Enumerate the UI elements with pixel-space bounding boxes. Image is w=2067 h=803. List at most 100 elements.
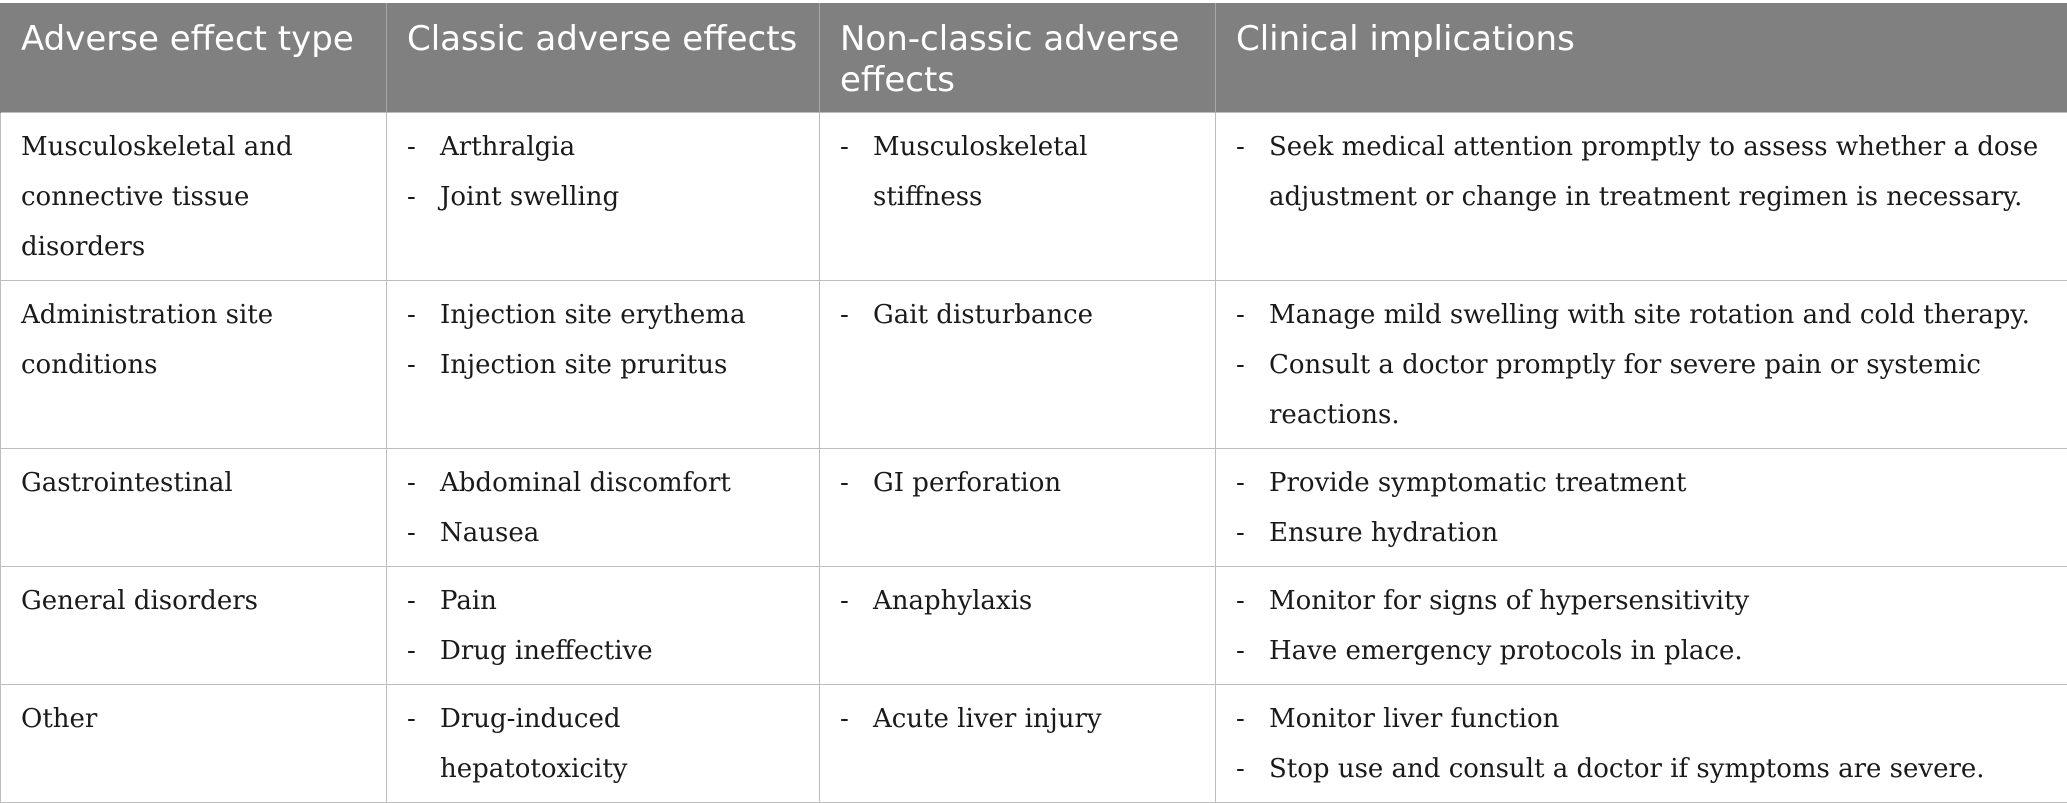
- bullet-item: -GI perforation: [840, 458, 1195, 508]
- clinical-implications-cell: -Manage mild swelling with site rotation…: [1216, 281, 2067, 449]
- adverse-effects-table: Adverse effect type Classic adverse effe…: [0, 3, 2067, 803]
- bullet-list: -GI perforation: [840, 458, 1195, 508]
- bullet-dash: -: [1236, 744, 1245, 794]
- bullet-list: -Monitor liver function-Stop use and con…: [1236, 694, 2047, 794]
- bullet-item: -Have emergency protocols in place.: [1236, 626, 2047, 676]
- bullet-item: -Anaphylaxis: [840, 576, 1195, 626]
- bullet-dash: -: [407, 694, 416, 744]
- bullet-text: Arthralgia: [440, 132, 575, 162]
- adverse-effect-type-cell: Gastrointestinal: [1, 449, 387, 567]
- bullet-text: Injection site erythema: [440, 300, 745, 330]
- bullet-text: Pain: [440, 586, 497, 616]
- bullet-text: Musculoskeletal stiffness: [873, 132, 1087, 212]
- bullet-dash: -: [407, 340, 416, 390]
- bullet-text: Consult a doctor promptly for severe pai…: [1269, 350, 1981, 430]
- adverse-effect-type-cell: Other: [1, 685, 387, 803]
- bullet-item: -Nausea: [407, 508, 799, 558]
- bullet-list: -Arthralgia-Joint swelling: [407, 122, 799, 222]
- table-row: Other-Drug-induced hepatotoxicity-Acute …: [1, 685, 2067, 803]
- bullet-dash: -: [407, 122, 416, 172]
- bullet-dash: -: [1236, 694, 1245, 744]
- bullet-dash: -: [840, 290, 849, 340]
- bullet-dash: -: [407, 458, 416, 508]
- bullet-list: -Musculoskeletal stiffness: [840, 122, 1195, 222]
- table-header: Adverse effect type Classic adverse effe…: [1, 3, 2067, 113]
- bullet-item: -Provide symptomatic treatment: [1236, 458, 2047, 508]
- bullet-text: Seek medical attention promptly to asses…: [1269, 132, 2038, 212]
- bullet-text: Acute liver injury: [873, 704, 1102, 734]
- bullet-item: -Drug-induced hepatotoxicity: [407, 694, 799, 794]
- header-clinical-implications: Clinical implications: [1216, 3, 2067, 113]
- clinical-implications-cell: -Monitor for signs of hypersensitivity-H…: [1216, 567, 2067, 685]
- bullet-list: -Manage mild swelling with site rotation…: [1236, 290, 2047, 440]
- bullet-list: -Gait disturbance: [840, 290, 1195, 340]
- bullet-item: -Abdominal discomfort: [407, 458, 799, 508]
- adverse-effect-type-cell: Musculoskeletal and connective tissue di…: [1, 113, 387, 281]
- bullet-text: Have emergency protocols in place.: [1269, 636, 1743, 666]
- bullet-item: -Injection site erythema: [407, 290, 799, 340]
- bullet-text: Joint swelling: [440, 182, 619, 212]
- bullet-dash: -: [1236, 576, 1245, 626]
- header-classic-adverse-effects: Classic adverse effects: [387, 3, 820, 113]
- bullet-list: -Pain-Drug ineffective: [407, 576, 799, 676]
- bullet-list: -Anaphylaxis: [840, 576, 1195, 626]
- header-non-classic-adverse-effects: Non-classic adverse effects: [820, 3, 1216, 113]
- bullet-item: -Ensure hydration: [1236, 508, 2047, 558]
- bullet-item: -Joint swelling: [407, 172, 799, 222]
- bullet-item: -Monitor liver function: [1236, 694, 2047, 744]
- bullet-dash: -: [1236, 458, 1245, 508]
- adverse-effect-type-cell: Administration site conditions: [1, 281, 387, 449]
- classic-effects-cell: -Drug-induced hepatotoxicity: [387, 685, 820, 803]
- bullet-text: Provide symptomatic treatment: [1269, 468, 1687, 498]
- bullet-dash: -: [407, 508, 416, 558]
- bullet-list: -Seek medical attention promptly to asse…: [1236, 122, 2047, 222]
- bullet-item: -Drug ineffective: [407, 626, 799, 676]
- bullet-text: Drug ineffective: [440, 636, 653, 666]
- bullet-dash: -: [407, 626, 416, 676]
- bullet-text: Abdominal discomfort: [440, 468, 731, 498]
- bullet-list: -Monitor for signs of hypersensitivity-H…: [1236, 576, 2047, 676]
- bullet-dash: -: [1236, 122, 1245, 172]
- adverse-effects-table-container: Adverse effect type Classic adverse effe…: [0, 3, 2067, 803]
- bullet-dash: -: [407, 172, 416, 222]
- bullet-dash: -: [1236, 508, 1245, 558]
- bullet-dash: -: [840, 122, 849, 172]
- bullet-dash: -: [1236, 340, 1245, 390]
- bullet-list: -Acute liver injury: [840, 694, 1195, 744]
- table-row: General disorders-Pain-Drug ineffective-…: [1, 567, 2067, 685]
- bullet-list: -Drug-induced hepatotoxicity: [407, 694, 799, 794]
- bullet-item: -Manage mild swelling with site rotation…: [1236, 290, 2047, 340]
- header-row: Adverse effect type Classic adverse effe…: [1, 3, 2067, 113]
- bullet-text: Ensure hydration: [1269, 518, 1498, 548]
- non-classic-effects-cell: -Acute liver injury: [820, 685, 1216, 803]
- bullet-dash: -: [1236, 626, 1245, 676]
- bullet-text: Manage mild swelling with site rotation …: [1269, 300, 2030, 330]
- bullet-text: Nausea: [440, 518, 539, 548]
- bullet-text: Monitor for signs of hypersensitivity: [1269, 586, 1749, 616]
- bullet-list: -Injection site erythema-Injection site …: [407, 290, 799, 390]
- bullet-text: GI perforation: [873, 468, 1061, 498]
- bullet-text: Anaphylaxis: [873, 586, 1032, 616]
- table-body: Musculoskeletal and connective tissue di…: [1, 113, 2067, 803]
- bullet-dash: -: [1236, 290, 1245, 340]
- non-classic-effects-cell: -Musculoskeletal stiffness: [820, 113, 1216, 281]
- bullet-text: Injection site pruritus: [440, 350, 727, 380]
- adverse-effect-type-cell: General disorders: [1, 567, 387, 685]
- bullet-list: -Provide symptomatic treatment-Ensure hy…: [1236, 458, 2047, 558]
- bullet-item: -Consult a doctor promptly for severe pa…: [1236, 340, 2047, 440]
- bullet-item: -Arthralgia: [407, 122, 799, 172]
- classic-effects-cell: -Injection site erythema-Injection site …: [387, 281, 820, 449]
- bullet-dash: -: [407, 576, 416, 626]
- bullet-item: -Acute liver injury: [840, 694, 1195, 744]
- bullet-item: -Stop use and consult a doctor if sympto…: [1236, 744, 2047, 794]
- classic-effects-cell: -Abdominal discomfort-Nausea: [387, 449, 820, 567]
- clinical-implications-cell: -Seek medical attention promptly to asse…: [1216, 113, 2067, 281]
- classic-effects-cell: -Arthralgia-Joint swelling: [387, 113, 820, 281]
- non-classic-effects-cell: -Gait disturbance: [820, 281, 1216, 449]
- bullet-item: -Monitor for signs of hypersensitivity: [1236, 576, 2047, 626]
- bullet-dash: -: [407, 290, 416, 340]
- header-adverse-effect-type: Adverse effect type: [1, 3, 387, 113]
- bullet-text: Drug-induced hepatotoxicity: [440, 704, 627, 784]
- non-classic-effects-cell: -Anaphylaxis: [820, 567, 1216, 685]
- classic-effects-cell: -Pain-Drug ineffective: [387, 567, 820, 685]
